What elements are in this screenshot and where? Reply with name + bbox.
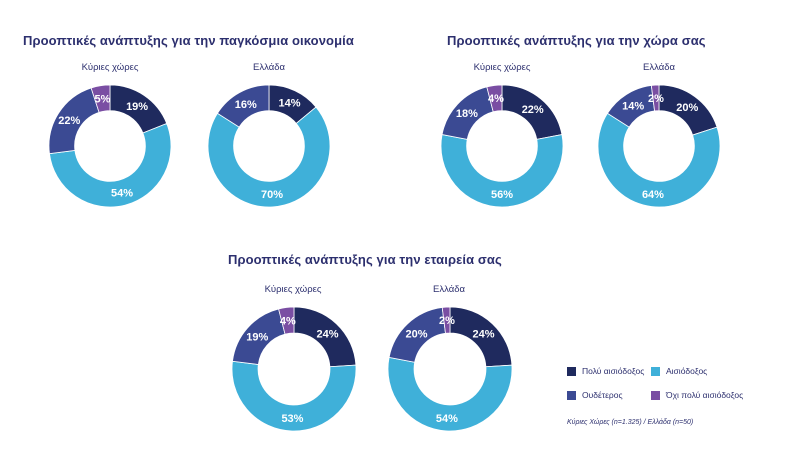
chart-label-global-main-countries: Κύριες χώρες [81,62,139,73]
donut-slice-not-very-optimistic [441,306,451,334]
data-label-optimistic: 53% [281,413,303,425]
donut-chart-country-greece: 20% 64% 14% 2% [597,84,721,208]
legend-label-not-very-optimistic: Όχι πολύ αισιόδοξος [666,390,744,400]
data-label-not-very-optimistic: 2% [439,315,455,327]
chart-label-company-main-countries: Κύριες χώρες [264,284,322,295]
donut-slice-optimistic [207,106,331,208]
donut-slice-optimistic [49,123,172,208]
data-label-not-very-optimistic: 4% [280,315,296,327]
donut-slice-optimistic [440,134,564,208]
group-title-your-company: Προοπτικές ανάπτυξης για την εταιρεία σα… [228,252,502,267]
data-label-optimistic: 56% [491,189,513,201]
footnote-sample-size: Κύριες Χώρες (n=1.325) / Ελλάδα (n=50) [567,419,694,426]
data-label-very-optimistic: 22% [522,104,544,116]
chart-label-global-greece: Ελλάδα [253,62,285,73]
data-label-neutral: 22% [58,115,80,127]
chart-label-country-greece: Ελλάδα [643,62,675,73]
data-label-very-optimistic: 24% [317,328,339,340]
data-label-optimistic: 54% [436,413,458,425]
legend-item-not-very-optimistic: Όχι πολύ αισιόδοξος [651,390,743,400]
chart-label-company-greece: Ελλάδα [433,284,465,295]
data-label-not-very-optimistic: 4% [488,93,504,105]
data-label-very-optimistic: 20% [676,102,698,114]
donut-slice-not-very-optimistic [90,84,111,113]
donut-slice-not-very-optimistic [650,84,660,112]
data-label-neutral: 19% [246,332,268,344]
data-label-neutral: 16% [235,99,257,111]
data-label-not-very-optimistic: 2% [648,93,664,105]
donut-chart-country-main-countries: 22% 56% 18% 4% [440,84,564,208]
donut-chart-company-greece: 24% 54% 20% 2% [387,306,513,432]
donut-chart-global-greece: 14% 70% 16% [207,84,331,208]
donut-slice-optimistic [231,360,357,432]
donut-slice-optimistic [387,356,513,432]
data-label-optimistic: 54% [111,188,133,200]
data-label-optimistic: 70% [261,189,283,201]
group-title-global-economy: Προοπτικές ανάπτυξης για την παγκόσμια ο… [23,33,354,48]
legend-swatch-neutral [567,390,576,400]
data-label-very-optimistic: 14% [279,97,301,109]
data-label-very-optimistic: 24% [473,328,495,340]
donut-chart-company-main-countries: 24% 53% 19% 4% [231,306,357,432]
legend-label-neutral: Ουδέτερος [582,390,623,400]
data-label-neutral: 14% [622,100,644,112]
group-title-your-country: Προοπτικές ανάπτυξης για την χώρα σας [447,33,706,48]
chart-label-country-main-countries: Κύριες χώρες [473,62,531,73]
data-label-optimistic: 64% [642,189,664,201]
legend-item-neutral: Ουδέτερος [567,390,623,400]
donut-slice-not-very-optimistic [278,306,295,335]
data-label-neutral: 18% [456,108,478,120]
donut-chart-global-main-countries: 19% 54% 22% 5% [48,84,172,208]
legend-swatch-optimistic [651,366,660,376]
donut-slice-neutral [216,84,270,128]
legend-label-very-optimistic: Πολύ αισιόδοξος [582,366,645,376]
legend-item-very-optimistic: Πολύ αισιόδοξος [567,366,644,376]
legend-item-optimistic: Αισιόδοξος [651,366,707,376]
legend-label-optimistic: Αισιόδοξος [666,366,708,376]
donut-slice-optimistic [597,112,721,208]
legend-swatch-very-optimistic [567,366,576,376]
data-label-very-optimistic: 19% [126,101,148,113]
data-label-neutral: 20% [405,328,427,340]
legend-swatch-not-very-optimistic [651,390,660,400]
donut-slice-not-very-optimistic [486,84,503,113]
data-label-not-very-optimistic: 5% [95,93,111,105]
